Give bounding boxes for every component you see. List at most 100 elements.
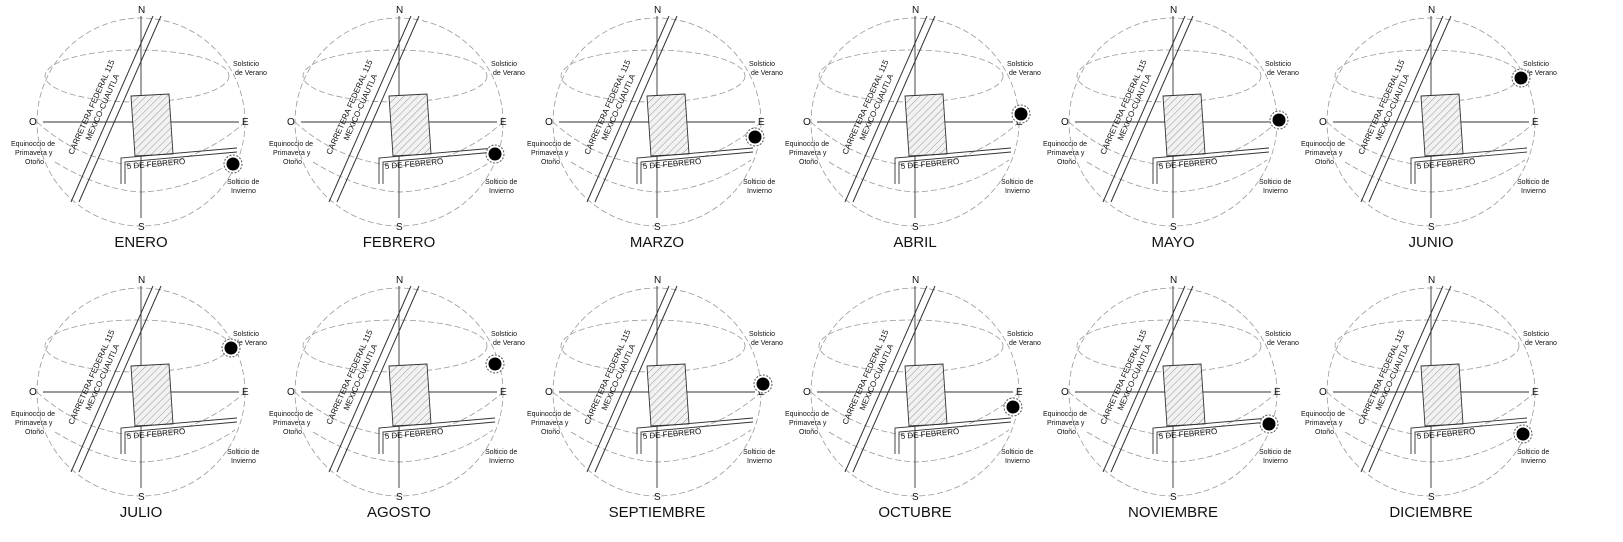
- sun-disc: [1014, 107, 1028, 121]
- summer-solstice-line-2: de Verano: [493, 340, 525, 347]
- north-label: N: [396, 275, 403, 286]
- equinox-line-1: Equinoccio de: [785, 141, 829, 148]
- winter-solstice-line-1: Solticio de: [1259, 179, 1291, 186]
- street-name: 5 DE FEBRERO: [1158, 157, 1217, 171]
- summer-solstice-line-2: de Verano: [751, 340, 783, 347]
- month-panel-8: N S E O Solsticio de Verano Equinoccio de Prima…: [269, 275, 525, 521]
- winter-solstice-line-2: Invierno: [1521, 458, 1546, 465]
- summer-solstice-note: Solsticio de Verano: [1523, 61, 1557, 77]
- summer-solstice-line-2: de Verano: [1009, 340, 1041, 347]
- summer-solstice-note: Solsticio de Verano: [1265, 61, 1299, 77]
- winter-solstice-line-2: Invierno: [1005, 188, 1030, 195]
- equinox-note: Equinoccio de Primavera y Otoño: [785, 141, 829, 166]
- summer-arc: [1334, 319, 1520, 373]
- street-name: 5 DE FEBRERO: [1416, 157, 1475, 171]
- summer-arc: [44, 319, 230, 373]
- equinox-line-2: Primavera y: [1047, 150, 1085, 157]
- lot-polygon: [130, 93, 174, 157]
- sun-disc: [1006, 400, 1020, 414]
- north-label: N: [912, 275, 919, 286]
- month-title: MARZO: [630, 234, 684, 251]
- street-edge-inner: [640, 421, 754, 454]
- summer-arc: [1076, 49, 1262, 103]
- summer-solstice-line-2: de Verano: [493, 70, 525, 77]
- lot-polygon: [1162, 363, 1206, 427]
- winter-solstice-note: Solticio de Invierno: [1001, 449, 1033, 465]
- equinox-line-3: Otoño: [25, 429, 44, 436]
- street-edge-outer: [378, 147, 496, 184]
- equinox-line-1: Equinoccio de: [269, 411, 313, 418]
- equinox-line-1: Equinoccio de: [1301, 411, 1345, 418]
- street-edge-inner: [382, 151, 496, 184]
- west-label: O: [29, 387, 37, 398]
- street-edge-inner: [1414, 421, 1528, 454]
- road-edge-right: [852, 15, 936, 203]
- winter-solstice-line-1: Solticio de: [1517, 179, 1549, 186]
- summer-solstice-note: Solsticio de Verano: [491, 61, 525, 77]
- winter-solstice-line-1: Solticio de: [743, 179, 775, 186]
- summer-solstice-line-1: Solsticio: [1265, 61, 1291, 68]
- equinox-line-1: Equinoccio de: [1301, 141, 1345, 148]
- summer-solstice-note: Solsticio de Verano: [1007, 61, 1041, 77]
- month-panel-1: N S E O Solsticio de Verano Equinoccio de Prima…: [11, 5, 267, 251]
- winter-solstice-line-1: Solticio de: [743, 449, 775, 456]
- equinox-line-1: Equinoccio de: [269, 141, 313, 148]
- month-title: NOVIEMBRE: [1128, 504, 1218, 521]
- east-label: E: [758, 117, 765, 128]
- equinox-line-1: Equinoccio de: [11, 411, 55, 418]
- month-panel-3: N S E O Solsticio de Verano Equinoccio de Prima…: [527, 5, 783, 251]
- winter-solstice-line-2: Invierno: [1263, 188, 1288, 195]
- street-edge-outer: [636, 147, 754, 184]
- road-edge-right: [336, 15, 420, 203]
- winter-solstice-line-2: Invierno: [1005, 458, 1030, 465]
- winter-solstice-note: Solticio de Invierno: [1517, 179, 1549, 195]
- north-label: N: [138, 275, 145, 286]
- south-label: S: [1428, 492, 1435, 503]
- winter-solstice-note: Solticio de Invierno: [227, 179, 259, 195]
- equinox-line-3: Otoño: [799, 429, 818, 436]
- equinox-line-2: Primavera y: [273, 420, 311, 427]
- equinox-line-1: Equinoccio de: [527, 411, 571, 418]
- summer-solstice-line-1: Solsticio: [233, 61, 259, 68]
- sun-marker: [485, 354, 505, 374]
- street-name: 5 DE FEBRERO: [642, 427, 701, 441]
- equinox-line-3: Otoño: [799, 159, 818, 166]
- east-label: E: [500, 117, 507, 128]
- sun-disc: [226, 157, 240, 171]
- summer-solstice-line-2: de Verano: [235, 340, 267, 347]
- winter-solstice-note: Solticio de Invierno: [1259, 449, 1291, 465]
- street-edge-outer: [120, 147, 238, 184]
- equinox-line-2: Primavera y: [1305, 420, 1343, 427]
- road-edge-left: [328, 285, 412, 473]
- summer-solstice-line-2: de Verano: [1009, 70, 1041, 77]
- summer-arc: [302, 319, 488, 373]
- west-label: O: [1061, 117, 1069, 128]
- month-panel-11: N S E O Solsticio de Verano Equinoccio de Prima…: [1043, 275, 1299, 521]
- month-title: SEPTIEMBRE: [609, 504, 706, 521]
- west-label: O: [545, 387, 553, 398]
- road-edge-right: [594, 285, 678, 473]
- road-edge-left: [70, 285, 154, 473]
- west-label: O: [1319, 117, 1327, 128]
- road-edge-right: [78, 15, 162, 203]
- south-label: S: [654, 222, 661, 233]
- lot-polygon: [904, 363, 948, 427]
- equinox-line-3: Otoño: [283, 159, 302, 166]
- equinox-note: Equinoccio de Primavera y Otoño: [527, 411, 571, 436]
- summer-solstice-line-1: Solsticio: [749, 331, 775, 338]
- road-edge-left: [70, 15, 154, 203]
- winter-solstice-note: Solticio de Invierno: [485, 449, 517, 465]
- equinox-line-2: Primavera y: [273, 150, 311, 157]
- month-title: ABRIL: [893, 234, 936, 251]
- south-label: S: [912, 222, 919, 233]
- equinox-line-3: Otoño: [283, 429, 302, 436]
- street-edge-outer: [1152, 147, 1270, 184]
- month-title: MAYO: [1151, 234, 1194, 251]
- road-edge-right: [78, 285, 162, 473]
- equinox-note: Equinoccio de Primavera y Otoño: [269, 411, 313, 436]
- south-label: S: [912, 492, 919, 503]
- equinox-note: Equinoccio de Primavera y Otoño: [11, 141, 55, 166]
- equinox-line-2: Primavera y: [15, 150, 53, 157]
